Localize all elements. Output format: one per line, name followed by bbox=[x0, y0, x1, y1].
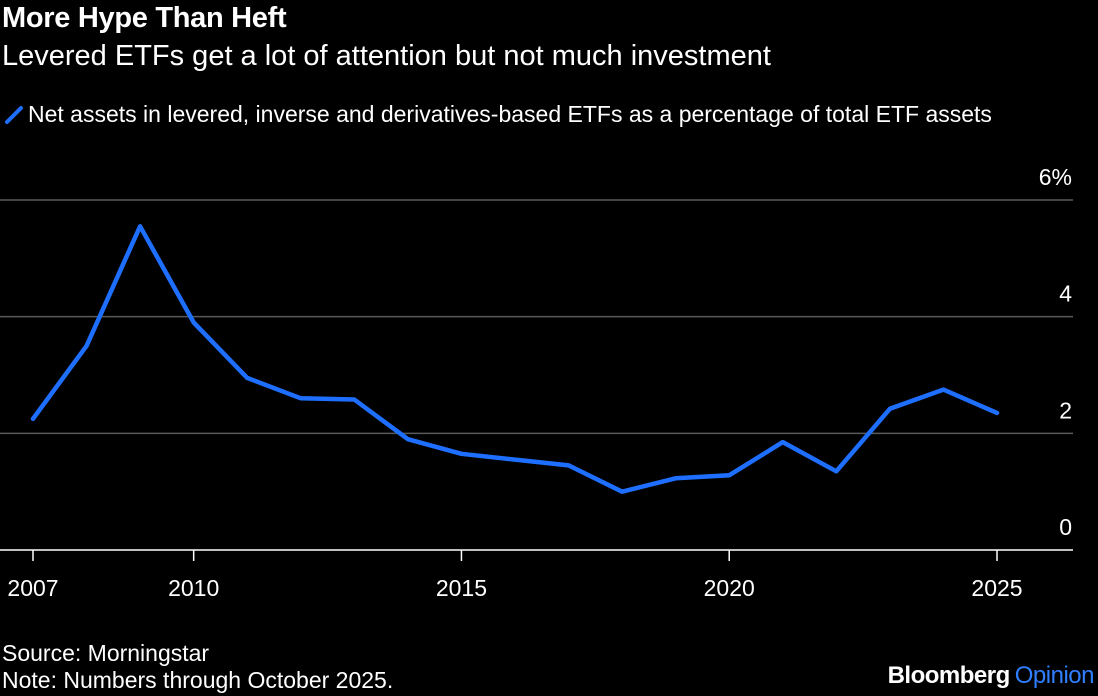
legend-label: Net assets in levered, inverse and deriv… bbox=[28, 101, 992, 127]
y-tick-label: 6% bbox=[1039, 164, 1072, 190]
series-line bbox=[30, 224, 1000, 494]
chart-title: More Hype Than Heft bbox=[2, 2, 287, 34]
legend: Net assets in levered, inverse and deriv… bbox=[4, 100, 1089, 128]
y-axis-ticks: 0 2 4 6% bbox=[1039, 164, 1072, 540]
grid-lines bbox=[0, 199, 1073, 435]
x-tick-label: 2020 bbox=[704, 575, 755, 601]
brand-primary: Bloomberg bbox=[887, 662, 1011, 689]
y-tick-label: 2 bbox=[1059, 397, 1072, 423]
series-group bbox=[30, 224, 1000, 494]
x-tick-label: 2007 bbox=[7, 575, 58, 601]
legend-line-swatch bbox=[5, 106, 23, 124]
x-axis: 2007 2010 2015 2020 2025 bbox=[0, 549, 1073, 601]
y-tick-label: 0 bbox=[1059, 514, 1072, 540]
brand-logo: Bloomberg Opinion bbox=[887, 662, 1095, 690]
brand-secondary: Opinion bbox=[1014, 662, 1095, 689]
chart-subtitle: Levered ETFs get a lot of attention but … bbox=[2, 40, 771, 72]
x-tick-label: 2010 bbox=[168, 575, 219, 601]
y-tick-label: 4 bbox=[1059, 281, 1072, 307]
footnote: Note: Numbers through October 2025. bbox=[2, 667, 394, 693]
source-note: Source: Morningstar bbox=[2, 640, 210, 666]
x-tick-label: 2015 bbox=[436, 575, 487, 601]
x-tick-label: 2025 bbox=[971, 575, 1022, 601]
